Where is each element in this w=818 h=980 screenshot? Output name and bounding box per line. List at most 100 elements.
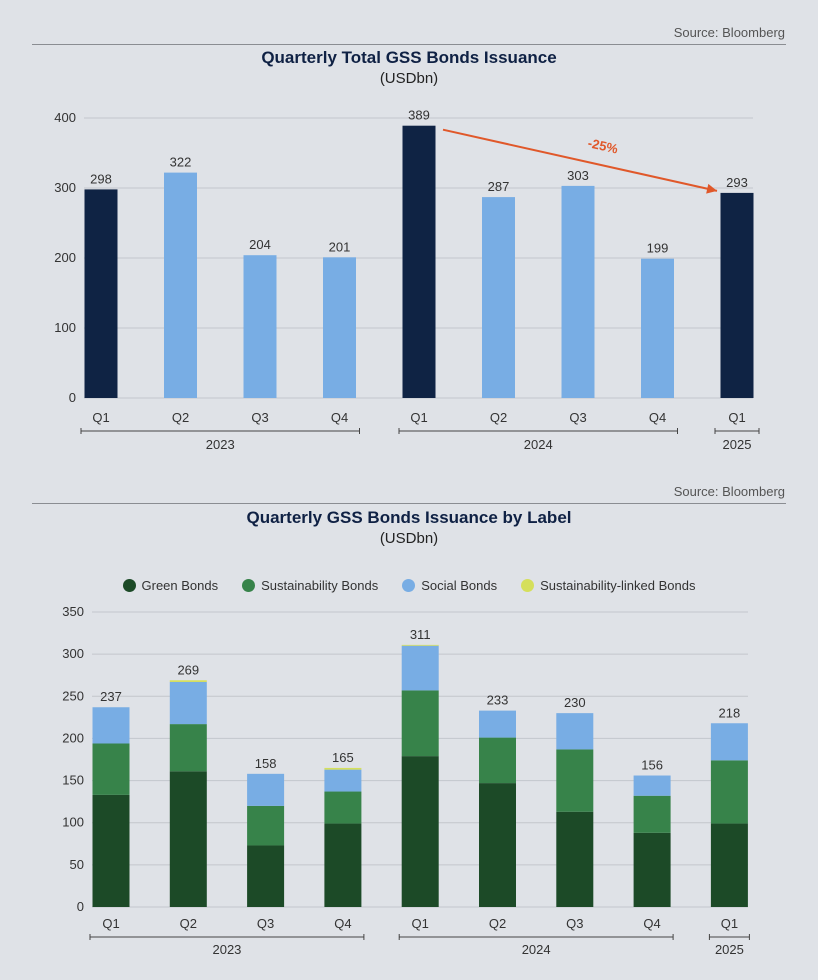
bar <box>561 185 595 398</box>
y-tick-label: 400 <box>54 110 76 125</box>
data-label: 201 <box>329 239 351 254</box>
x-tick-label: Q3 <box>566 916 583 931</box>
x-tick-label: Q1 <box>410 410 427 425</box>
chart2-plot: 0 50 100 150 200 250 300 350 237 Q1 269 Q2 158 Q3 165 Q… <box>62 604 750 957</box>
group-label: 2023 <box>206 437 235 452</box>
data-label: 199 <box>647 241 669 256</box>
x-tick-label: Q3 <box>257 916 274 931</box>
legend-item-sustainability-linked-bonds: Sustainability-linked Bonds <box>521 578 695 593</box>
bar-segment-sustainability-linked <box>169 680 207 682</box>
legend-item-sustainability-bonds: Sustainability Bonds <box>242 578 378 593</box>
legend-label: Green Bonds <box>141 578 219 593</box>
trend-arrow-head <box>706 183 717 194</box>
chart1-subtitle: (USDbn) <box>379 70 439 87</box>
bar-segment-green <box>633 832 671 907</box>
y-tick-label: 0 <box>69 390 76 405</box>
bar-segment-social <box>401 645 439 691</box>
bar <box>164 172 197 398</box>
y-tick-label: 200 <box>54 250 76 265</box>
legend-swatch-sustainability-linked <box>521 579 535 592</box>
chart2-subtitle: (USDbn) <box>379 530 439 547</box>
x-tick-label: Q3 <box>251 410 268 425</box>
trend-arrow-label: -25% <box>587 135 620 156</box>
trend-arrow-line <box>442 128 718 192</box>
data-label: 322 <box>170 155 192 170</box>
group-label: 2024 <box>524 437 553 452</box>
legend-label: Sustainability-linked Bonds <box>540 578 696 593</box>
bar-segment-social <box>556 713 594 750</box>
bar-segment-sustainability <box>633 795 671 833</box>
y-tick-label: 100 <box>62 815 84 830</box>
legend-item-social-bonds: Social Bonds <box>402 578 497 593</box>
bar <box>243 255 277 398</box>
bar-segment-sustainability <box>710 760 748 824</box>
x-tick-label: Q2 <box>490 410 507 425</box>
y-tick-label: 100 <box>54 320 76 335</box>
data-label: 287 <box>488 179 510 194</box>
bar-segment-social <box>169 681 207 725</box>
bar-segment-sustainability <box>479 737 516 784</box>
bar-segment-social <box>324 769 362 792</box>
bar-segment-social <box>92 707 130 744</box>
bar-segment-sustainability <box>401 690 439 757</box>
chart2-title: Quarterly GSS Bonds Issuance by Label <box>246 508 572 527</box>
x-tick-label: Q4 <box>334 916 351 931</box>
group-label: 2025 <box>715 942 744 957</box>
bar-segment-social <box>633 775 671 796</box>
x-tick-label: Q4 <box>649 410 666 425</box>
total-label: 269 <box>177 662 199 677</box>
legend-label: Social Bonds <box>421 578 498 593</box>
bar-segment-green <box>92 794 130 907</box>
y-tick-label: 350 <box>62 604 84 619</box>
bar-segment-sustainability <box>324 791 362 824</box>
bar-segment-social <box>710 723 748 761</box>
y-tick-label: 0 <box>77 899 84 914</box>
data-label: 303 <box>567 168 589 183</box>
bar-segment-green <box>556 811 594 907</box>
chart2-source: Source: Bloomberg <box>673 484 785 499</box>
bar-segment-green <box>401 756 439 907</box>
chart2-legend: Green Bonds Sustainability Bonds Social … <box>0 578 818 593</box>
bar-segment-green <box>324 823 362 907</box>
x-tick-label: Q1 <box>92 410 109 425</box>
x-tick-label: Q1 <box>412 916 429 931</box>
bar-segment-sustainability <box>247 805 285 846</box>
legend-swatch-green <box>122 579 136 592</box>
bar <box>323 257 356 398</box>
bar-segment-green <box>479 783 516 907</box>
group-label: 2025 <box>723 437 752 452</box>
legend-swatch-sustainability <box>242 579 256 592</box>
y-tick-label: 300 <box>54 180 76 195</box>
y-tick-label: 200 <box>62 730 84 745</box>
x-tick-label: Q1 <box>728 410 745 425</box>
total-label: 230 <box>564 695 586 710</box>
bar-segment-sustainability <box>92 743 130 795</box>
bar <box>720 192 754 398</box>
bar <box>84 189 118 398</box>
data-label: 293 <box>726 175 748 190</box>
total-label: 233 <box>487 693 509 708</box>
bar-segment-green <box>169 771 207 907</box>
bar-segment-green <box>710 823 748 907</box>
x-tick-label: Q3 <box>569 410 586 425</box>
total-label: 218 <box>719 705 741 720</box>
y-tick-label: 50 <box>70 857 84 872</box>
legend-item-green-bonds: Green Bonds <box>122 578 219 593</box>
bar <box>402 125 436 398</box>
bar <box>482 197 515 398</box>
group-label: 2024 <box>522 942 551 957</box>
bar-segment-sustainability-linked <box>401 644 439 646</box>
total-label: 237 <box>100 689 122 704</box>
y-tick-label: 150 <box>62 773 84 788</box>
chart1-title: Quarterly Total GSS Bonds Issuance <box>261 48 557 67</box>
x-tick-label: Q2 <box>180 916 197 931</box>
bar-segment-sustainability <box>169 724 207 772</box>
chart1-source: Source: Bloomberg <box>673 25 785 40</box>
chart1-divider <box>32 44 786 45</box>
data-label: 298 <box>90 171 112 186</box>
y-tick-label: 300 <box>62 646 84 661</box>
x-tick-label: Q2 <box>489 916 506 931</box>
x-tick-label: Q2 <box>172 410 189 425</box>
group-label: 2023 <box>212 942 241 957</box>
chart2-divider <box>32 503 786 504</box>
